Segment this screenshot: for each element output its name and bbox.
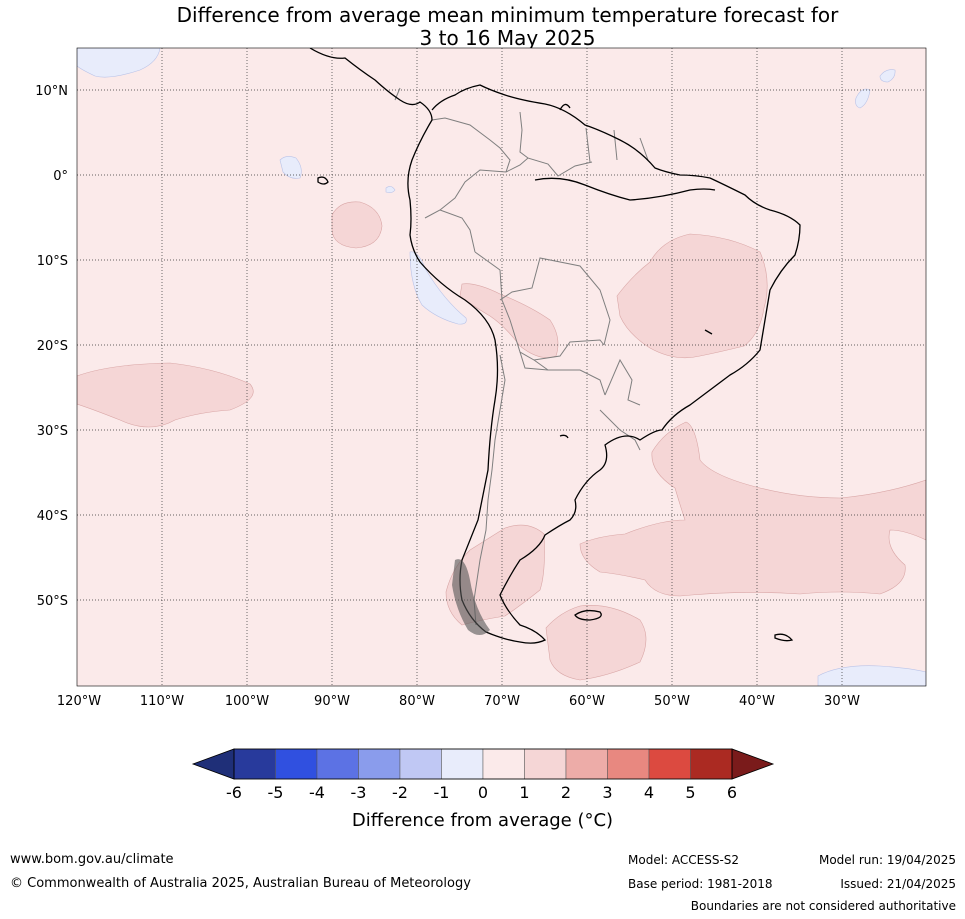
colorbar-segment (233, 748, 276, 780)
colorbar-segment (648, 748, 691, 780)
colorbar-segment (690, 748, 733, 780)
colorbar-segment (524, 748, 567, 780)
copyright-text: © Commonwealth of Australia 2025, Austra… (10, 876, 471, 891)
map-frame (76, 47, 927, 687)
model-text: Model: ACCESS-S2 (628, 853, 740, 867)
map-figure: 10°N 0° 10°S 20°S 30°S 40°S 50°S 120°W 1… (35, 47, 927, 709)
colorbar-tick-label: 3 (602, 783, 612, 802)
lat-label: 10°N (35, 84, 68, 99)
lon-label: 90°W (314, 694, 350, 709)
colorbar-segment (316, 748, 359, 780)
lat-label: 0° (53, 169, 68, 184)
map-area (77, 48, 926, 686)
colorbar-tick-label: 6 (727, 783, 737, 802)
colorbar-segments (233, 748, 733, 780)
lat-label: 40°S (37, 509, 68, 524)
colorbar-tick-label: -3 (351, 783, 367, 802)
colorbar-segment (482, 748, 525, 780)
colorbar-segment (275, 748, 318, 780)
website-link[interactable]: www.bom.gov.au/climate (10, 852, 174, 867)
country-borders (394, 87, 649, 626)
colorbar-tick-label: -5 (268, 783, 284, 802)
fjord-texture (452, 559, 490, 635)
lon-label: 30°W (824, 694, 860, 709)
lon-label: 110°W (140, 694, 184, 709)
base-period-text: Base period: 1981-2018 (628, 877, 773, 891)
lon-label: 60°W (569, 694, 605, 709)
colorbar-low-extend (191, 748, 235, 780)
lon-label: 80°W (399, 694, 435, 709)
colorbar-label: Difference from average (°C) (351, 810, 614, 831)
colorbar-segment (607, 748, 650, 780)
title-line-1: Difference from average mean minimum tem… (176, 3, 839, 27)
colorbar-tick-label: 2 (561, 783, 571, 802)
colorbar-frame (233, 748, 733, 780)
colorbar-segment (441, 748, 484, 780)
lon-label: 40°W (739, 694, 775, 709)
lon-label: 120°W (57, 694, 101, 709)
model-run-text: Model run: 19/04/2025 (818, 853, 956, 867)
colorbar-tick-label: -6 (226, 783, 242, 802)
longitude-labels: 120°W 110°W 100°W 90°W 80°W 70°W 60°W 50… (57, 694, 860, 709)
colorbar-segment (565, 748, 608, 780)
colorbar-tick-label: -1 (434, 783, 450, 802)
colorbar-tick-label: -2 (392, 783, 408, 802)
coastline (309, 48, 801, 644)
colorbar: -6 -5 -4 -3 -2 -1 0 1 2 3 4 5 6 (191, 748, 775, 802)
colorbar-tick-label: 4 (644, 783, 654, 802)
colorbar-tick-label: 0 (478, 783, 488, 802)
issued-text: Issued: 21/04/2025 (840, 877, 956, 891)
title-line-2: 3 to 16 May 2025 (419, 26, 596, 50)
disclaimer-text: Boundaries are not considered authoritat… (690, 899, 956, 913)
anomaly-negative-patches (77, 48, 926, 686)
lon-label: 70°W (484, 694, 520, 709)
lat-label: 30°S (37, 424, 68, 439)
lat-label: 10°S (37, 254, 68, 269)
colorbar-segment (358, 748, 401, 780)
colorbar-ticks: -6 -5 -4 -3 -2 -1 0 1 2 3 4 5 6 (226, 783, 737, 802)
colorbar-tick-label: -4 (309, 783, 325, 802)
lon-label: 50°W (654, 694, 690, 709)
lon-label: 100°W (225, 694, 269, 709)
latitude-labels: 10°N 0° 10°S 20°S 30°S 40°S 50°S (35, 84, 68, 609)
lat-label: 50°S (37, 594, 68, 609)
map-title: Difference from average mean minimum tem… (0, 4, 965, 50)
colorbar-tick-label: 5 (685, 783, 695, 802)
anomaly-1-2-patches (77, 201, 926, 681)
colorbar-segment (399, 748, 442, 780)
lat-label: 20°S (37, 339, 68, 354)
colorbar-high-extend (731, 748, 775, 780)
colorbar-tick-label: 1 (519, 783, 529, 802)
